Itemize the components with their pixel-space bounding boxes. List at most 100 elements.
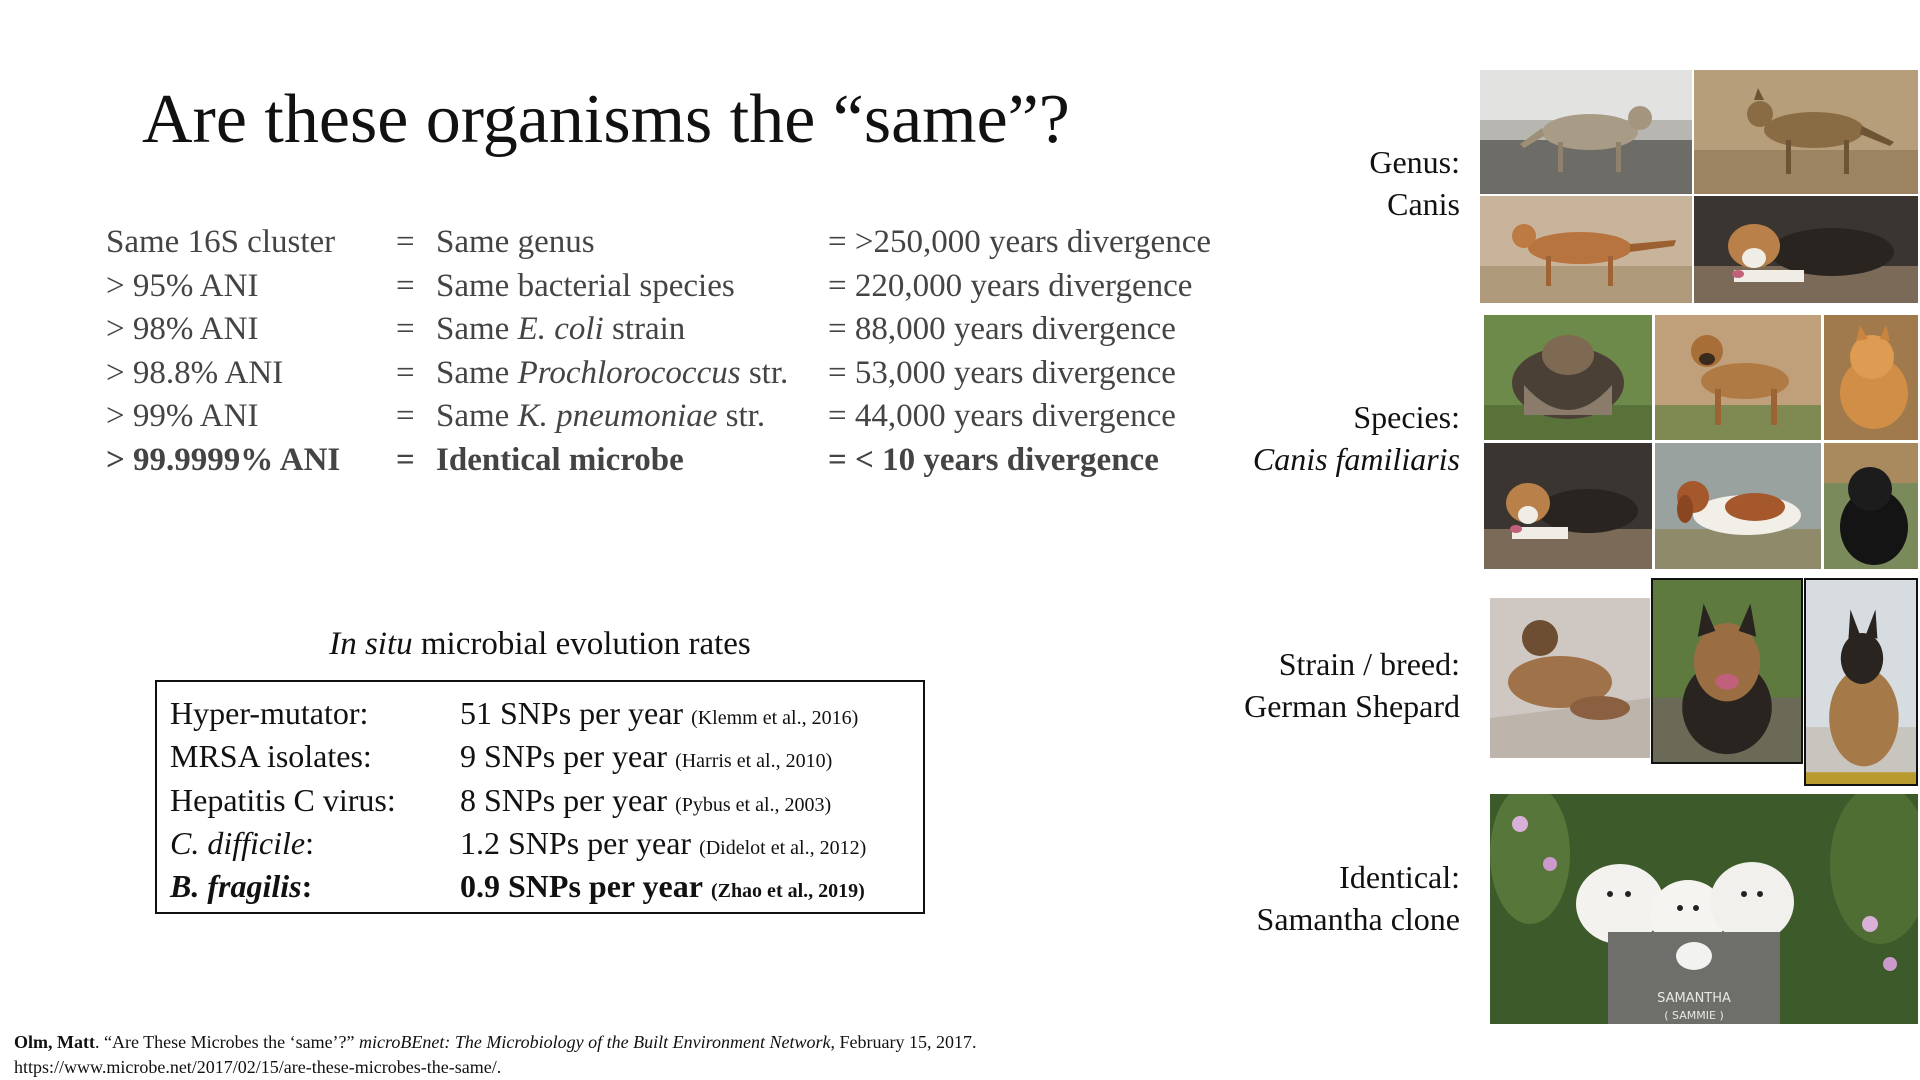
rate-value: 8 SNPs per year (Pybus et al., 2003) (460, 782, 831, 819)
mixed-breed-photo (1490, 598, 1650, 758)
rate-text: 9 SNPs per year (460, 738, 668, 774)
beagle-photo (1484, 443, 1652, 569)
citation-author: Olm, Matt (14, 1032, 95, 1052)
comparison-row: Same 16S cluster = Same genus = >250,000… (106, 224, 1256, 268)
rate-value: 9 SNPs per year (Harris et al., 2010) (460, 738, 832, 775)
divergence-text: = 88,000 years divergence (828, 311, 1176, 347)
group-label-genus: Genus: Canis (1369, 141, 1460, 225)
divergence-text: = >250,000 years divergence (828, 224, 1211, 260)
tombstone-name: SAMANTHA (1657, 991, 1731, 1006)
group-label-identical: Identical: Samantha clone (1257, 856, 1460, 940)
equals-sign: = (396, 398, 415, 434)
comparison-table: Same 16S cluster = Same genus = >250,000… (106, 224, 1256, 485)
samantha-clones-photo: SAMANTHA ( SAMMIE ) (1490, 794, 1918, 1024)
metric-text: > 99% ANI (106, 398, 259, 434)
organism-text: Hepatitis C virus: (170, 782, 396, 818)
rate-text: 51 SNPs per year (460, 695, 684, 731)
beagle-photo (1694, 196, 1918, 303)
organism-italic: B. fragilis (170, 868, 302, 904)
rate-text: 1.2 SNPs per year (460, 825, 692, 861)
rates-caption-rest: microbial evolution rates (412, 626, 751, 662)
organism-label: Hepatitis C virus: (170, 782, 396, 819)
metric-text: Same 16S cluster (106, 224, 336, 260)
divergence-text: = 44,000 years divergence (828, 398, 1176, 434)
citation-text: . “Are These Microbes the ‘same’?” (94, 1032, 360, 1052)
comparison-row: > 98.8% ANI = Same Prochlorococcus str. … (106, 355, 1256, 399)
boxer-photo (1655, 315, 1821, 440)
slide-title: Are these organisms the “same”? (142, 81, 1070, 158)
group-label-line2: German Shepard (1244, 688, 1460, 724)
level-text: Same E. coli strain (436, 311, 685, 348)
rate-value: 51 SNPs per year (Klemm et al., 2016) (460, 695, 858, 732)
coyote-photo (1480, 70, 1692, 194)
tombstone-nickname: ( SAMMIE ) (1664, 1009, 1723, 1022)
german-shepherd-photo (1651, 578, 1803, 764)
organism-text: MRSA isolates: (170, 738, 372, 774)
group-label-line1: Identical: (1339, 859, 1460, 895)
rate-citation: (Didelot et al., 2012) (699, 837, 867, 859)
rate-citation: (Klemm et al., 2016) (691, 707, 859, 729)
level-text-main: Same bacterial species (436, 267, 735, 304)
group-label-line1: Genus: (1369, 144, 1460, 180)
equals-sign: = (396, 311, 415, 347)
organism-label: Hyper-mutator: (170, 695, 368, 732)
yorkshire-terrier-photo (1484, 315, 1652, 440)
metric-text: > 98% ANI (106, 311, 259, 347)
organism-italic: C. difficile (170, 825, 306, 861)
comparison-row: > 98% ANI = Same E. coli strain = 88,000… (106, 311, 1256, 355)
level-text: Same genus (436, 224, 595, 261)
comparison-row: > 99% ANI = Same K. pneumoniae str. = 44… (106, 398, 1256, 442)
organism-text: Hyper-mutator: (170, 695, 369, 731)
level-text-suffix: str. (740, 354, 789, 391)
organism-label: C. difficile: (170, 825, 314, 862)
group-label-line2: Canis (1387, 186, 1460, 222)
level-text-main: Same genus (436, 224, 595, 260)
level-text-main: Identical microbe (436, 441, 684, 478)
equals-sign: = (396, 267, 415, 304)
level-text-main: Same (436, 311, 518, 347)
level-text-suffix: strain (603, 311, 686, 347)
level-text: Same bacterial species (436, 268, 735, 305)
level-text-italic: E. coli (517, 311, 604, 347)
wild-dog-photo (1480, 196, 1692, 303)
citation-footer: Olm, Matt. “Are These Microbes the ‘same… (14, 1030, 1214, 1080)
citation-journal: microBEnet: The Microbiology of the Buil… (359, 1032, 831, 1052)
level-text-italic: Prochlorococcus (517, 354, 741, 391)
divergence-text: = 220,000 years divergence (828, 267, 1193, 304)
basset-hound-photo (1655, 443, 1821, 569)
jackal-photo (1694, 70, 1918, 194)
group-label-line2: Samantha clone (1256, 901, 1460, 937)
equals-sign: = (396, 224, 415, 260)
level-text-main: Same (436, 398, 518, 434)
group-label-line1: Strain / breed: (1278, 646, 1460, 682)
level-text: Identical microbe (436, 442, 684, 479)
pomeranian-photo (1824, 315, 1918, 440)
group-label-species: Species: Canis familiaris (1253, 396, 1460, 480)
comparison-row-highlight: > 99.9999% ANI = Identical microbe = < 1… (106, 442, 1256, 486)
citation-url[interactable]: https://www.microbe.net/2017/02/15/are-t… (14, 1057, 502, 1077)
level-text: Same Prochlorococcus str. (436, 355, 788, 392)
rate-text: 8 SNPs per year (460, 782, 668, 818)
newfoundland-photo (1824, 443, 1918, 569)
level-text-suffix: str. (717, 398, 766, 434)
organism-label: B. fragilis: (170, 868, 312, 905)
rates-caption: In situ microbial evolution rates (155, 626, 925, 663)
rate-citation: (Zhao et al., 2019) (710, 880, 865, 902)
organism-label: MRSA isolates: (170, 738, 372, 775)
level-text: Same K. pneumoniae str. (436, 398, 765, 435)
metric-text: > 95% ANI (106, 267, 259, 304)
divergence-text: = 53,000 years divergence (828, 354, 1176, 391)
organism-text: : (301, 868, 313, 904)
german-shepherd-photo (1804, 578, 1918, 786)
divergence-text: = < 10 years divergence (828, 441, 1159, 478)
metric-text: > 98.8% ANI (106, 354, 284, 391)
comparison-row: > 95% ANI = Same bacterial species = 220… (106, 268, 1256, 312)
group-label-line1: Species: (1353, 399, 1460, 435)
rate-citation: (Pybus et al., 2003) (675, 794, 832, 816)
rate-value: 0.9 SNPs per year (Zhao et al., 2019) (460, 868, 865, 905)
citation-date: , February 15, 2017. (830, 1032, 977, 1052)
equals-sign: = (396, 354, 415, 391)
organism-text: : (305, 825, 314, 861)
equals-sign: = (396, 441, 415, 478)
group-label-line2: Canis familiaris (1252, 441, 1460, 477)
